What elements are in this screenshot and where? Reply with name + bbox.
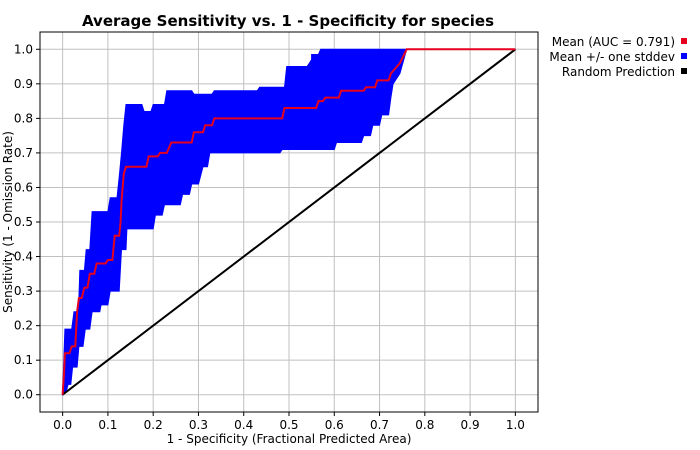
y-tick-label: 0.5 bbox=[14, 215, 33, 229]
stddev-band bbox=[62, 48, 516, 396]
x-tick-label: 0.2 bbox=[144, 418, 163, 432]
y-tick-label: 0.1 bbox=[14, 353, 33, 367]
legend: Mean (AUC = 0.791)Mean +/- one stddevRan… bbox=[549, 35, 687, 79]
x-tick-label: 0.4 bbox=[234, 418, 253, 432]
random-prediction-line bbox=[61, 48, 517, 396]
axis-ticks: 0.0 0.1 0.2 0.3 0.4 0.5 0.6 0.7 0.8 0.9 1.0 0.0 0.1 0… bbox=[14, 42, 525, 432]
mean-line bbox=[61, 48, 516, 395]
legend-swatch bbox=[681, 68, 687, 74]
y-tick-label: 0.9 bbox=[14, 77, 33, 91]
legend-label: Mean (AUC = 0.791) bbox=[552, 35, 675, 49]
series-lines-layer bbox=[61, 48, 517, 396]
y-tick-label: 0.8 bbox=[14, 111, 33, 125]
legend-swatch bbox=[681, 53, 687, 59]
x-tick-label: 0.7 bbox=[370, 418, 389, 432]
chart-title: Average Sensitivity vs. 1 - Specificity … bbox=[82, 12, 494, 30]
legend-label: Random Prediction bbox=[562, 65, 675, 79]
x-tick-label: 0.3 bbox=[189, 418, 208, 432]
y-tick-label: 0.6 bbox=[14, 180, 33, 194]
y-tick-label: 0.2 bbox=[14, 319, 33, 333]
x-tick-label: 0.5 bbox=[279, 418, 298, 432]
y-tick-label: 0.4 bbox=[14, 250, 33, 264]
x-tick-label: 0.9 bbox=[461, 418, 480, 432]
legend-swatch bbox=[681, 38, 687, 44]
x-tick-label: 0.1 bbox=[98, 418, 117, 432]
x-tick-label: 1.0 bbox=[506, 418, 525, 432]
y-tick-label: 0.3 bbox=[14, 284, 33, 298]
stddev-band-layer bbox=[62, 48, 516, 396]
y-tick-label: 1.0 bbox=[14, 42, 33, 56]
x-tick-label: 0.6 bbox=[325, 418, 344, 432]
y-axis-label: Sensitivity (1 - Omission Rate) bbox=[1, 131, 15, 313]
y-tick-label: 0.0 bbox=[14, 388, 33, 402]
y-tick-label: 0.7 bbox=[14, 146, 33, 160]
x-tick-label: 0.0 bbox=[53, 418, 72, 432]
legend-label: Mean +/- one stddev bbox=[549, 50, 675, 64]
x-axis-label: 1 - Specificity (Fractional Predicted Ar… bbox=[167, 432, 412, 446]
x-tick-label: 0.8 bbox=[415, 418, 434, 432]
